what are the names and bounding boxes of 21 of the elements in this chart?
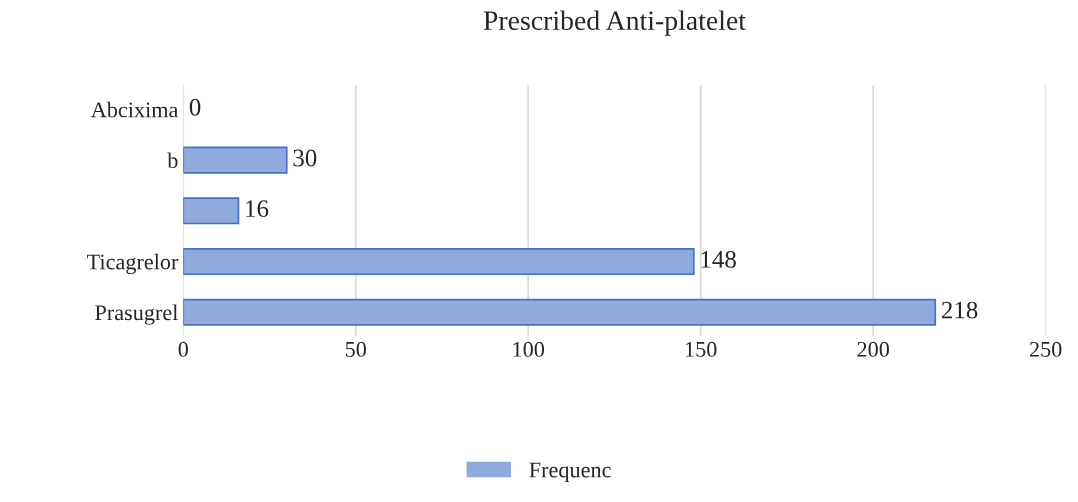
data-label: 30: [293, 149, 317, 167]
bar: [183, 298, 937, 326]
y-tick-label: Ticagrelor: [87, 253, 179, 275]
chart-title: Prescribed Anti-platelet: [483, 10, 746, 36]
x-tick-label: 150: [685, 341, 717, 357]
data-label: 0: [189, 98, 201, 116]
y-tick-label: b: [167, 152, 178, 169]
x-tick-label: 0: [178, 341, 188, 357]
legend-label: Frequenc: [529, 462, 611, 482]
data-label: 16: [246, 200, 269, 218]
y-tick-label: Abcixima: [90, 101, 179, 118]
x-tick-label: 100: [513, 341, 545, 357]
y-tick-label: Prasugrel: [95, 304, 178, 325]
bar: [183, 248, 695, 276]
data-label: 218: [941, 301, 978, 319]
x-tick-label: 250: [1029, 341, 1062, 357]
data-label: 148: [701, 250, 736, 268]
x-tick-label: 200: [857, 341, 889, 357]
bar: [183, 146, 288, 174]
x-tick-label: 50: [345, 341, 366, 357]
bar: [183, 197, 240, 225]
